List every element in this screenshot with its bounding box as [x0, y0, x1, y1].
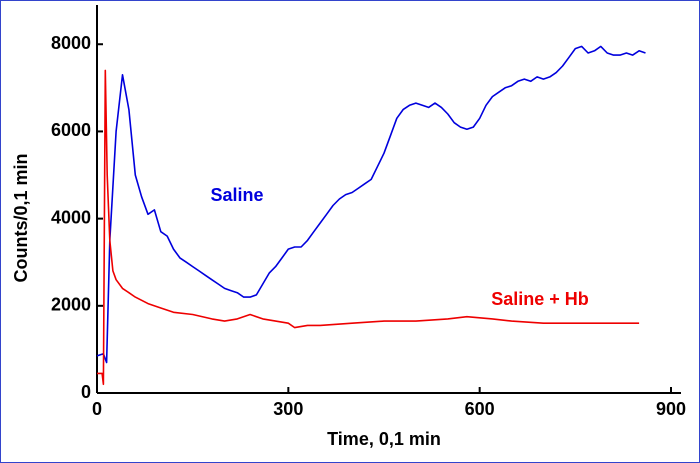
x-tick-label: 0 — [92, 399, 102, 419]
x-tick-label: 600 — [465, 399, 495, 419]
y-tick-label: 0 — [81, 382, 91, 402]
series-line — [96, 45, 646, 364]
y-tick-label: 6000 — [51, 120, 91, 140]
y-tick-label: 4000 — [51, 207, 91, 227]
annotation: Saline + Hb — [491, 289, 589, 309]
x-tick-label: 900 — [656, 399, 686, 419]
series-line — [97, 69, 640, 386]
x-axis-label: Time, 0,1 min — [327, 429, 441, 449]
y-tick-label: 2000 — [51, 295, 91, 315]
annotation: Saline — [210, 185, 263, 205]
x-tick-label: 300 — [273, 399, 303, 419]
y-axis-label: Counts/0,1 min — [11, 153, 31, 282]
y-tick-label: 8000 — [51, 33, 91, 53]
